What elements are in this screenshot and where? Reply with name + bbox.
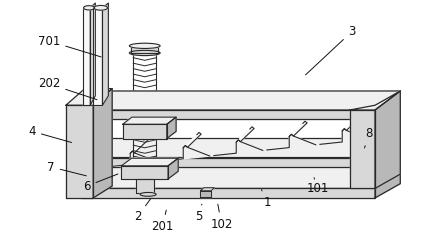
Polygon shape [130, 138, 148, 153]
Text: 102: 102 [210, 204, 233, 231]
Text: 201: 201 [151, 210, 174, 233]
Polygon shape [83, 8, 90, 105]
Text: 1: 1 [262, 190, 271, 209]
Polygon shape [81, 110, 375, 120]
Polygon shape [81, 188, 375, 198]
Polygon shape [375, 91, 400, 188]
Polygon shape [161, 146, 210, 161]
Polygon shape [81, 167, 400, 188]
Polygon shape [200, 188, 214, 191]
Polygon shape [136, 179, 154, 193]
Polygon shape [93, 89, 112, 198]
Text: 5: 5 [195, 204, 202, 223]
Polygon shape [350, 91, 400, 110]
Text: 202: 202 [38, 77, 97, 100]
Ellipse shape [140, 192, 156, 196]
Text: 6: 6 [83, 174, 118, 193]
Polygon shape [214, 140, 263, 156]
Polygon shape [90, 3, 95, 105]
Ellipse shape [130, 43, 160, 49]
Polygon shape [123, 117, 176, 124]
Polygon shape [81, 91, 400, 110]
Polygon shape [123, 124, 167, 139]
Text: 7: 7 [47, 161, 87, 176]
Polygon shape [183, 132, 201, 148]
Text: 2: 2 [134, 199, 151, 223]
Polygon shape [81, 139, 400, 158]
Polygon shape [168, 158, 178, 179]
Ellipse shape [84, 6, 95, 10]
Polygon shape [122, 166, 168, 179]
Text: 4: 4 [29, 125, 72, 142]
Polygon shape [200, 191, 211, 197]
Polygon shape [103, 3, 108, 105]
Polygon shape [375, 139, 400, 167]
Polygon shape [236, 127, 254, 142]
Ellipse shape [94, 5, 108, 10]
Text: 101: 101 [307, 178, 330, 195]
Text: 701: 701 [38, 35, 101, 57]
Polygon shape [267, 134, 316, 150]
Polygon shape [81, 158, 375, 167]
Polygon shape [375, 91, 400, 120]
Polygon shape [108, 151, 157, 167]
Text: 8: 8 [365, 127, 373, 148]
Ellipse shape [130, 50, 160, 56]
Polygon shape [66, 89, 112, 105]
Polygon shape [350, 110, 375, 188]
Polygon shape [122, 158, 178, 166]
Polygon shape [167, 117, 176, 139]
Polygon shape [93, 8, 103, 105]
Polygon shape [375, 167, 400, 198]
Polygon shape [342, 116, 360, 131]
Polygon shape [131, 46, 158, 53]
Polygon shape [66, 105, 93, 198]
Polygon shape [289, 121, 307, 136]
Text: 3: 3 [306, 25, 356, 75]
Polygon shape [320, 129, 369, 144]
